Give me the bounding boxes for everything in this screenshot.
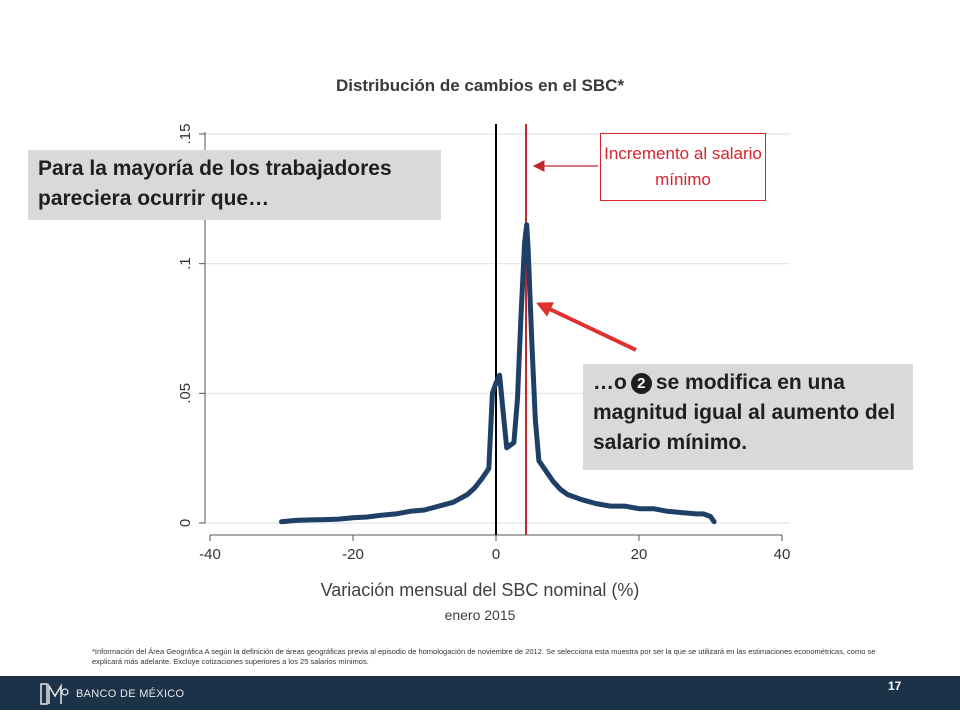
number-badge-icon: 2 (630, 373, 652, 394)
x-tick-label-4: 40 (774, 546, 791, 563)
x-axis-label: Variación mensual del SBC nominal (%) (320, 580, 640, 600)
callout-arrow-thick (536, 302, 637, 352)
y-tick-label-3: .15 (177, 124, 194, 145)
callout-modifies: …o 2 se modifica en una magnitud igual al … (583, 364, 913, 470)
callout-modifies-prefix: …o (593, 371, 627, 394)
footer-bar (0, 676, 960, 710)
callout-minimum-wage-text: Incremento al salario mínimo (604, 144, 762, 189)
callout-minimum-wage: Incremento al salario mínimo (600, 133, 766, 201)
y-tick-label-0: 0 (177, 519, 194, 527)
x-tick-label-2: 0 (492, 546, 500, 563)
y-tick-label-1: .05 (177, 383, 194, 404)
series-line-0 (279, 222, 717, 525)
reference-lines (495, 124, 528, 535)
callout-majority-text: Para la mayoría de los trabajadores pare… (38, 157, 392, 210)
chart-title: Distribución de cambios en el SBC* (335, 76, 625, 95)
page-number: 17 (888, 679, 902, 693)
series-layer (279, 222, 717, 525)
callout-majority: Para la mayoría de los trabajadores pare… (28, 150, 441, 220)
x-axis-sublabel: enero 2015 (444, 607, 516, 623)
arrow-layer (532, 160, 637, 352)
x-tick-label-3: 20 (631, 546, 648, 563)
x-tick-label-1: -20 (342, 546, 364, 563)
x-tick-label-0: -40 (199, 546, 221, 563)
footer-brand: BANCO DE MÉXICO (76, 688, 185, 700)
y-tick-label-2: .1 (177, 257, 194, 270)
callout-modifies-text: se modifica en una magnitud igual al aum… (593, 371, 896, 454)
footnote: *Información del Área Geográfica A según… (92, 647, 876, 666)
chart-plot: 0 .05 .1 .15 -40 -20 0 20 40 (177, 124, 791, 563)
banxico-logo-icon (40, 683, 69, 705)
